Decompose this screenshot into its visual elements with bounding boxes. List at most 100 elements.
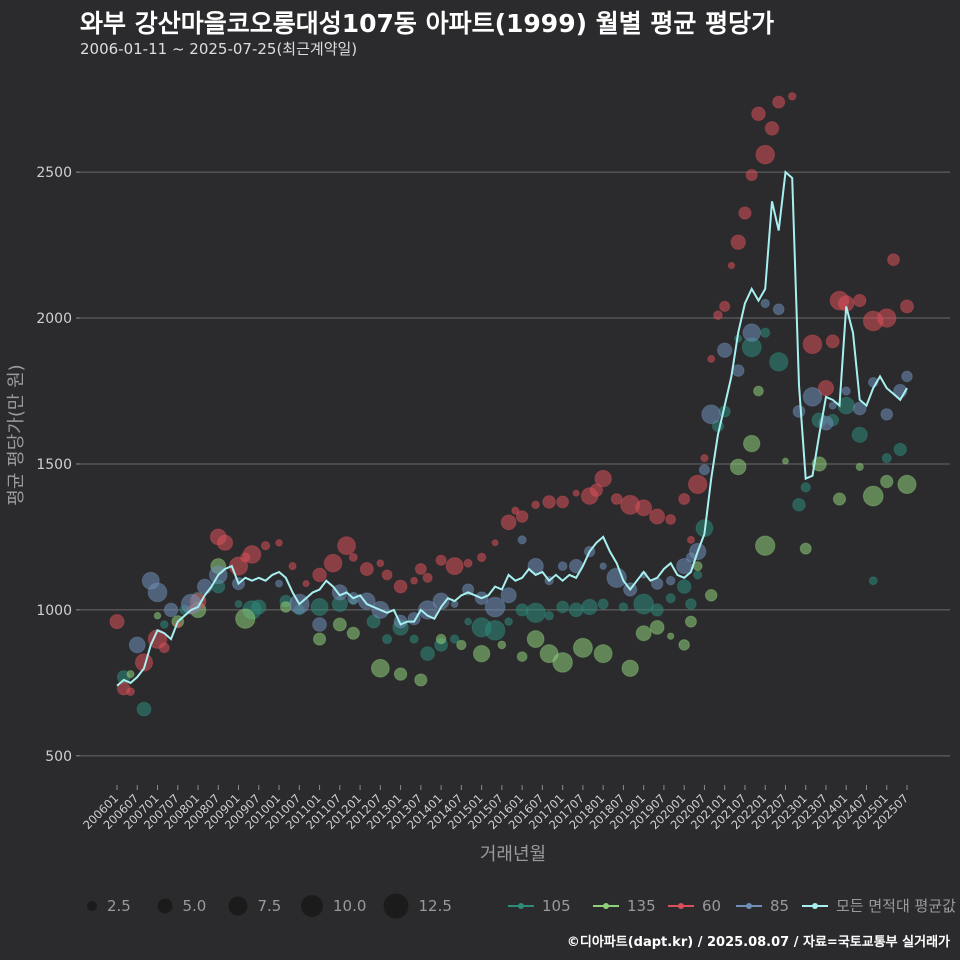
data-point-105 xyxy=(381,633,393,645)
data-point-105 xyxy=(449,634,460,644)
data-point-60 xyxy=(802,334,823,355)
data-point-105 xyxy=(504,617,513,626)
data-point-85 xyxy=(665,575,676,586)
data-point-60 xyxy=(393,579,408,594)
data-point-60 xyxy=(422,572,433,583)
data-point-60 xyxy=(500,514,517,531)
data-point-85 xyxy=(500,587,517,604)
data-point-60 xyxy=(515,510,529,523)
data-point-105 xyxy=(366,614,381,629)
data-point-60 xyxy=(242,545,262,564)
data-point-85 xyxy=(557,561,568,572)
data-point-105 xyxy=(800,482,811,493)
data-point-60 xyxy=(755,144,776,165)
data-point-85 xyxy=(880,408,894,421)
data-point-135 xyxy=(235,608,256,629)
data-point-60 xyxy=(531,500,540,510)
data-point-135 xyxy=(684,615,697,628)
y-tick-label: 2000 xyxy=(36,311,72,327)
data-point-105 xyxy=(868,576,878,586)
data-point-105 xyxy=(618,602,629,612)
average-line-layer xyxy=(116,170,908,687)
data-point-135 xyxy=(649,620,665,635)
size-legend-circle xyxy=(383,893,409,919)
data-point-60 xyxy=(745,168,758,182)
data-point-60 xyxy=(687,474,708,495)
data-point-60 xyxy=(700,454,709,463)
data-point-85 xyxy=(462,583,475,596)
data-point-60 xyxy=(260,540,271,551)
data-point-60 xyxy=(376,559,385,568)
data-point-60 xyxy=(476,552,487,563)
data-point-135 xyxy=(781,457,789,465)
data-point-105 xyxy=(597,598,609,610)
data-point-105 xyxy=(760,327,771,338)
data-point-135 xyxy=(332,617,347,632)
data-point-60 xyxy=(491,539,499,547)
data-point-60 xyxy=(109,613,125,630)
data-point-85 xyxy=(802,387,823,407)
data-point-105 xyxy=(136,701,152,717)
legend-swatch-dot xyxy=(518,903,524,909)
chart-subtitle: 2006-01-11 ~ 2025-07-25(최근계약일) xyxy=(80,40,358,58)
data-point-135 xyxy=(666,632,675,640)
data-point-85 xyxy=(828,401,837,410)
data-point-105 xyxy=(685,598,697,610)
data-point-60 xyxy=(572,489,580,497)
data-point-85 xyxy=(147,582,168,603)
data-point-60 xyxy=(511,506,520,515)
data-point-60 xyxy=(727,261,736,270)
data-point-60 xyxy=(589,483,604,497)
data-point-135 xyxy=(153,611,162,620)
y-tick-label: 500 xyxy=(45,749,72,765)
data-point-60 xyxy=(738,206,752,220)
legend-label: 85 xyxy=(770,897,789,915)
data-point-85 xyxy=(901,370,913,383)
data-point-135 xyxy=(456,639,467,651)
data-point-60 xyxy=(707,354,716,363)
axis-layer: 5001000150020002500200601200607200701200… xyxy=(36,165,911,832)
data-point-60 xyxy=(337,536,356,556)
data-point-105 xyxy=(881,453,892,464)
data-point-135 xyxy=(552,652,573,673)
data-point-135 xyxy=(729,458,747,476)
size-legend-circle xyxy=(301,895,323,917)
data-point-60 xyxy=(713,310,723,320)
data-point-60 xyxy=(435,554,447,566)
data-point-135 xyxy=(312,632,327,646)
data-point-60 xyxy=(900,299,914,314)
data-point-135 xyxy=(516,651,528,662)
data-point-85 xyxy=(163,602,179,618)
data-point-60 xyxy=(216,534,234,551)
average-price-line xyxy=(116,170,908,687)
legend-swatch-dot xyxy=(678,903,684,909)
data-point-135 xyxy=(832,492,847,506)
data-point-85 xyxy=(484,596,506,618)
data-point-60 xyxy=(348,552,358,562)
data-point-105 xyxy=(525,602,546,624)
size-legend-circle xyxy=(228,896,248,916)
data-point-85 xyxy=(128,636,146,654)
size-legend-label: 5.0 xyxy=(183,897,207,915)
data-point-60 xyxy=(751,106,766,122)
data-point-60 xyxy=(463,558,473,568)
data-point-85 xyxy=(716,342,733,358)
data-point-60 xyxy=(312,567,327,583)
data-point-135 xyxy=(526,630,545,648)
data-point-135 xyxy=(414,673,428,687)
data-point-135 xyxy=(897,474,917,495)
data-point-135 xyxy=(572,637,593,658)
data-point-60 xyxy=(594,469,612,488)
data-point-60 xyxy=(288,562,297,571)
data-point-105 xyxy=(251,599,267,615)
source-caption: ©디아파트(dapt.kr) / 2025.08.07 / 자료=국토교통부 실… xyxy=(566,935,950,950)
legend-label: 105 xyxy=(542,897,571,915)
data-point-85 xyxy=(275,579,284,588)
data-point-135 xyxy=(393,667,408,681)
size-legend-label: 2.5 xyxy=(107,897,131,915)
data-point-85 xyxy=(760,298,770,309)
data-point-85 xyxy=(698,464,711,476)
x-axis-label: 거래년월 xyxy=(480,844,546,865)
data-point-105 xyxy=(693,570,703,580)
data-point-135 xyxy=(472,644,491,663)
